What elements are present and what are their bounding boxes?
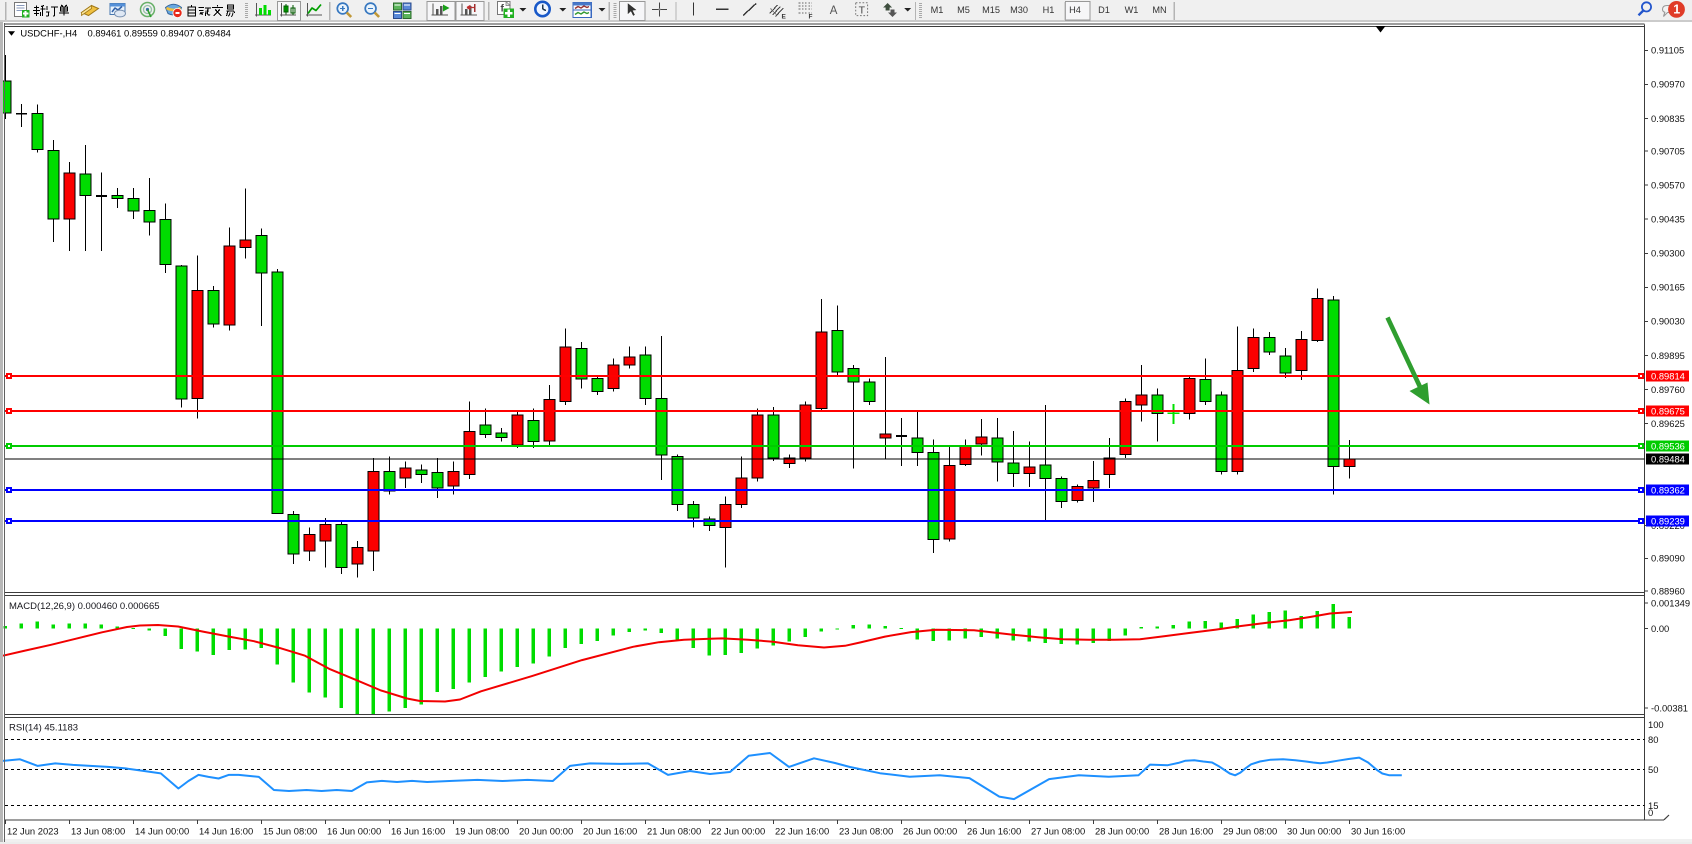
svg-text:0.89461 0.89559 0.89407 0.8948: 0.89461 0.89559 0.89407 0.89484 [88,28,231,39]
svg-text:0.90835: 0.90835 [1651,113,1685,124]
svg-text:0.88960: 0.88960 [1651,586,1685,597]
svg-text:0.90435: 0.90435 [1651,214,1685,225]
svg-text:50: 50 [1648,764,1658,775]
svg-text:0.00: 0.00 [1651,623,1669,634]
svg-text:20 Jun 00:00: 20 Jun 00:00 [519,826,573,837]
svg-text:22 Jun 16:00: 22 Jun 16:00 [775,826,829,837]
svg-text:20 Jun 16:00: 20 Jun 16:00 [583,826,637,837]
svg-text:0.89239: 0.89239 [1651,515,1685,526]
svg-text:0.89625: 0.89625 [1651,418,1685,429]
svg-text:29 Jun 08:00: 29 Jun 08:00 [1223,826,1277,837]
svg-text:100: 100 [1648,719,1664,730]
svg-text:M30: M30 [1010,5,1028,15]
svg-text:26 Jun 00:00: 26 Jun 00:00 [903,826,957,837]
svg-text:28 Jun 16:00: 28 Jun 16:00 [1159,826,1213,837]
svg-text:0.001349: 0.001349 [1651,597,1690,608]
svg-text:T: T [859,4,866,16]
svg-text:0.89675: 0.89675 [1651,406,1685,417]
svg-text:0.89814: 0.89814 [1651,370,1685,381]
svg-text:14 Jun 16:00: 14 Jun 16:00 [199,826,253,837]
svg-text:0.90705: 0.90705 [1651,146,1685,157]
svg-text:H1: H1 [1043,5,1055,15]
svg-text:0: 0 [1648,807,1653,818]
svg-text:F: F [809,14,813,21]
svg-text:M5: M5 [957,5,970,15]
svg-text:MN: MN [1152,5,1166,15]
svg-text:27 Jun 08:00: 27 Jun 08:00 [1031,826,1085,837]
svg-text:0.91105: 0.91105 [1651,45,1684,56]
svg-text:0.89895: 0.89895 [1651,350,1685,361]
svg-text:MACD(12,26,9) 0.000460 0.00066: MACD(12,26,9) 0.000460 0.000665 [9,601,160,612]
svg-text:0.90030: 0.90030 [1651,316,1685,327]
svg-text:12 Jun 2023: 12 Jun 2023 [7,826,59,837]
svg-text:1: 1 [1673,3,1680,17]
svg-text:15: 15 [1648,800,1658,811]
svg-text:M15: M15 [982,5,1000,15]
svg-text:M1: M1 [931,5,944,15]
svg-text:22 Jun 00:00: 22 Jun 00:00 [711,826,765,837]
svg-text:f: f [501,4,505,15]
svg-text:H4: H4 [1069,5,1081,15]
svg-text:0.90165: 0.90165 [1651,282,1685,293]
svg-text:W1: W1 [1125,5,1139,15]
svg-text:-0.00381: -0.00381 [1651,702,1688,713]
svg-text:0.90570: 0.90570 [1651,180,1685,191]
svg-text:21 Jun 08:00: 21 Jun 08:00 [647,826,701,837]
svg-text:30 Jun 00:00: 30 Jun 00:00 [1287,826,1341,837]
svg-text:0.89760: 0.89760 [1651,384,1685,395]
svg-text:30 Jun 16:00: 30 Jun 16:00 [1351,826,1405,837]
svg-text:E: E [782,14,787,21]
svg-text:19 Jun 08:00: 19 Jun 08:00 [455,826,509,837]
svg-text:0.89536: 0.89536 [1651,441,1685,452]
svg-text:13 Jun 08:00: 13 Jun 08:00 [71,826,125,837]
svg-text:0.90970: 0.90970 [1651,79,1685,90]
svg-text:80: 80 [1648,734,1658,745]
svg-text:14 Jun 00:00: 14 Jun 00:00 [135,826,189,837]
svg-text:0.90300: 0.90300 [1651,248,1685,259]
svg-text:23 Jun 08:00: 23 Jun 08:00 [839,826,893,837]
svg-text:0.89362: 0.89362 [1651,484,1685,495]
svg-text:26 Jun 16:00: 26 Jun 16:00 [967,826,1021,837]
svg-text:15 Jun 08:00: 15 Jun 08:00 [263,826,317,837]
svg-text:A: A [830,5,838,17]
svg-text:D1: D1 [1098,5,1110,15]
svg-text:16 Jun 00:00: 16 Jun 00:00 [327,826,381,837]
svg-text:16 Jun 16:00: 16 Jun 16:00 [391,826,445,837]
svg-text:28 Jun 00:00: 28 Jun 00:00 [1095,826,1149,837]
svg-text:RSI(14) 45.1183: RSI(14) 45.1183 [9,723,78,734]
svg-text:0.89484: 0.89484 [1651,454,1685,465]
svg-text:USDCHF-,H4: USDCHF-,H4 [20,28,77,39]
svg-text:0.89090: 0.89090 [1651,553,1685,564]
